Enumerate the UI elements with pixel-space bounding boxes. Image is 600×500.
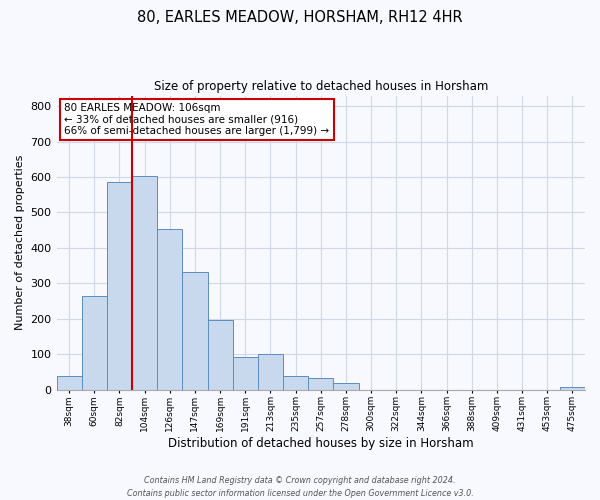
Bar <box>107 182 132 390</box>
Bar <box>283 376 308 390</box>
Bar <box>132 176 157 390</box>
Text: 80, EARLES MEADOW, HORSHAM, RH12 4HR: 80, EARLES MEADOW, HORSHAM, RH12 4HR <box>137 10 463 25</box>
Bar <box>560 386 585 390</box>
Y-axis label: Number of detached properties: Number of detached properties <box>15 155 25 330</box>
Bar <box>208 320 233 390</box>
Bar <box>308 378 334 390</box>
Title: Size of property relative to detached houses in Horsham: Size of property relative to detached ho… <box>154 80 488 93</box>
Bar <box>56 376 82 390</box>
Bar <box>233 358 258 390</box>
Bar <box>258 354 283 390</box>
Bar <box>182 272 208 390</box>
Bar <box>82 296 107 390</box>
Bar <box>157 230 182 390</box>
X-axis label: Distribution of detached houses by size in Horsham: Distribution of detached houses by size … <box>168 437 473 450</box>
Bar <box>334 384 359 390</box>
Text: 80 EARLES MEADOW: 106sqm
← 33% of detached houses are smaller (916)
66% of semi-: 80 EARLES MEADOW: 106sqm ← 33% of detach… <box>64 103 329 136</box>
Text: Contains HM Land Registry data © Crown copyright and database right 2024.
Contai: Contains HM Land Registry data © Crown c… <box>127 476 473 498</box>
